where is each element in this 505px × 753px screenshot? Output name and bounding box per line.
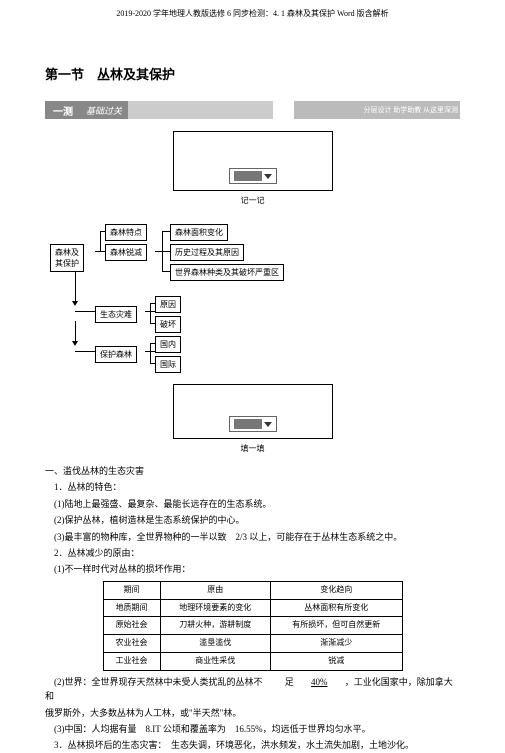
para-1b: (2)保护丛林，植树造林是生态系统保护的中心。 <box>45 513 460 527</box>
note-caption-2: 填一填 <box>45 443 460 454</box>
table-cell: 地质期间 <box>103 599 160 617</box>
table-cell: 原始社会 <box>103 617 160 635</box>
table-cell: 丛林面积有所变化 <box>270 599 402 617</box>
table-row: 原始社会 刀耕火种，游耕制度 有所损坏，但可自然更新 <box>103 617 402 635</box>
table-cell: 锐减 <box>270 652 402 670</box>
test-banner: 一测 基础过关 分层设计 助学助教 从这里深测 <box>45 101 460 119</box>
table-row: 期间 原由 变化趋向 <box>103 581 402 599</box>
note-box-1 <box>173 131 333 191</box>
table-cell: 有所损坏，但可自然更新 <box>270 617 402 635</box>
concept-diagram: 森林及 其保护 森林特点 森林锐减 森林面积变化 历史过程及其原因 世界森林种类… <box>50 216 460 376</box>
banner-label-1: 一测 <box>45 103 81 118</box>
para-5: (3)中国：人均据有量 8.IT 公顷和覆盖率为 16.55%，均远低于世界均匀… <box>45 722 460 736</box>
table-cell: 渐渐减少 <box>270 635 402 653</box>
banner-label-2: 基础过关 <box>81 104 127 117</box>
section-title: 第一节 丛林及其保护 <box>45 64 460 83</box>
para-2: 2．丛林减少的原由： <box>45 546 460 560</box>
banner-label-3: 分层设计 助学助教 从这里深测 <box>364 105 459 115</box>
diagram-n3: 生态灾难 <box>95 306 137 323</box>
diagram-n4b: 国际 <box>155 356 181 373</box>
table-cell: 地理环境要素的变化 <box>160 599 270 617</box>
diagram-n2b: 历史过程及其原因 <box>170 244 244 261</box>
history-table: 期间 原由 变化趋向 地质期间 地理环境要素的变化 丛林面积有所变化 原始社会 … <box>103 581 403 671</box>
diagram-n3b: 破坏 <box>155 316 181 333</box>
diagram-n2a: 森林面积变化 <box>170 224 228 241</box>
para-2a: (1)不一样时代对丛林的损坏作用： <box>45 562 460 576</box>
fill-inner <box>229 416 277 432</box>
table-row: 农业社会 滥垦滥伐 渐渐减少 <box>103 635 402 653</box>
page-header: 2019-2020 学年地理人教版选修 6 同步检测：4. 1 森林及其保护 W… <box>45 8 460 19</box>
diagram-n4: 保护森林 <box>95 346 137 363</box>
table-cell: 农业社会 <box>103 635 160 653</box>
note-inner-1 <box>229 168 277 184</box>
para-6: 3．丛林损坏后的生态灾害： 生态失调，环境恶化，洪水频发，水土流失加剧，土地沙化… <box>45 738 460 752</box>
para-1a: (1)陆地上最强盛、最复杂、最能长远存在的生态系统。 <box>45 497 460 511</box>
para-3: (2)世界：全世界现存天然林中未受人类扰乱的丛林不 足 40% ，工业化国家中，… <box>45 675 460 704</box>
fill-bar-icon <box>234 419 262 429</box>
table-row: 工业社会 商业性采伐 锐减 <box>103 652 402 670</box>
para-4: 俄罗斯外，大多数丛林为人工林，或"半天然"林。 <box>45 706 460 720</box>
diagram-n1: 森林特点 <box>105 224 147 241</box>
diagram-n3a: 原因 <box>155 296 181 313</box>
heading-1: 一、滥伐丛林的生态灾害 <box>45 464 460 478</box>
diagram-n2c: 世界森林种类及其破坏严重区 <box>170 264 284 281</box>
dropdown-icon <box>264 422 272 427</box>
blank-1: 40% <box>296 677 343 687</box>
table-cell: 商业性采伐 <box>160 652 270 670</box>
para-1c: (3)最丰富的物种库，全世界物种的一半以致 2/3 以上，可能存在于丛林生态系统… <box>45 530 460 544</box>
para-1: 1．丛林的特色： <box>45 480 460 494</box>
diagram-n2: 森林锐减 <box>105 244 147 261</box>
table-cell: 滥垦滥伐 <box>160 635 270 653</box>
note-caption-1: 记一记 <box>45 195 460 206</box>
note-bar-icon <box>234 171 262 181</box>
table-cell: 刀耕火种，游耕制度 <box>160 617 270 635</box>
dropdown-icon <box>264 174 272 179</box>
table-header: 原由 <box>160 581 270 599</box>
fill-box <box>173 384 333 439</box>
content-body: 一、滥伐丛林的生态灾害 1．丛林的特色： (1)陆地上最强盛、最复杂、最能长远存… <box>45 464 460 753</box>
table-header: 期间 <box>103 581 160 599</box>
diagram-n4a: 国内 <box>155 336 181 353</box>
table-row: 地质期间 地理环境要素的变化 丛林面积有所变化 <box>103 599 402 617</box>
table-cell: 工业社会 <box>103 652 160 670</box>
diagram-root: 森林及 其保护 <box>50 244 84 272</box>
table-header: 变化趋向 <box>270 581 402 599</box>
